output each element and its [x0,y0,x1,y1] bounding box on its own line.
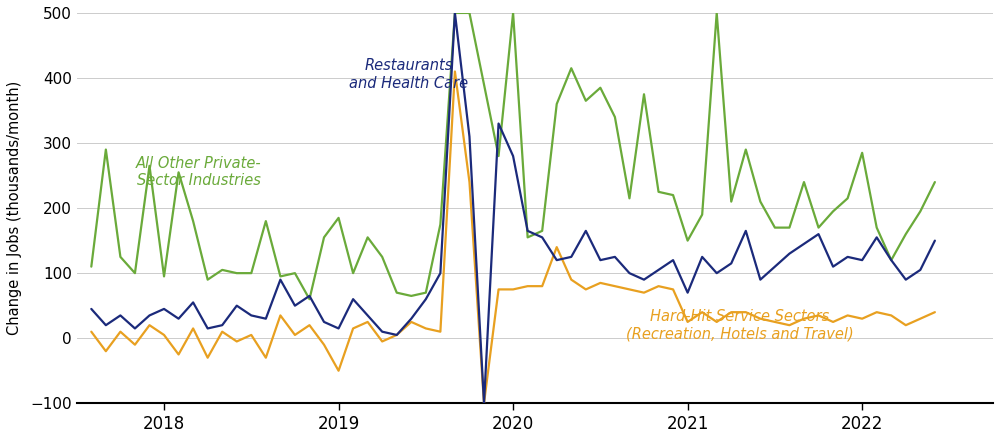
Text: Restaurants
and Health Care: Restaurants and Health Care [349,59,468,91]
Text: Hard-Hit Service Sectors
(Recreation, Hotels and Travel): Hard-Hit Service Sectors (Recreation, Ho… [626,309,854,341]
Y-axis label: Change in Jobs (thousands/month): Change in Jobs (thousands/month) [7,81,22,335]
Text: All Other Private-
Sector Industries: All Other Private- Sector Industries [136,156,262,188]
